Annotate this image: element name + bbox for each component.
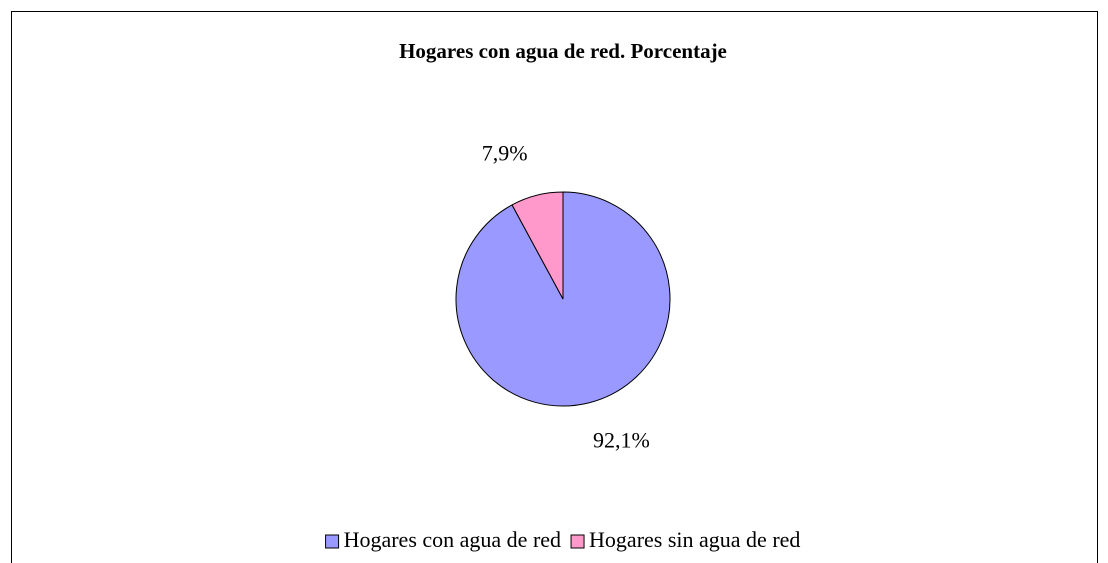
chart-title: Hogares con agua de red. Porcentaje xyxy=(399,39,727,63)
legend-swatch xyxy=(325,534,340,549)
pie-slice xyxy=(511,191,564,300)
legend-label: Hogares sin agua de red xyxy=(589,527,800,552)
data-label: 92,1% xyxy=(593,428,650,453)
legend-swatch xyxy=(570,534,585,549)
data-label: 7,9% xyxy=(482,141,528,166)
legend-label: Hogares con agua de red xyxy=(344,527,561,552)
chart-border xyxy=(11,11,1098,563)
